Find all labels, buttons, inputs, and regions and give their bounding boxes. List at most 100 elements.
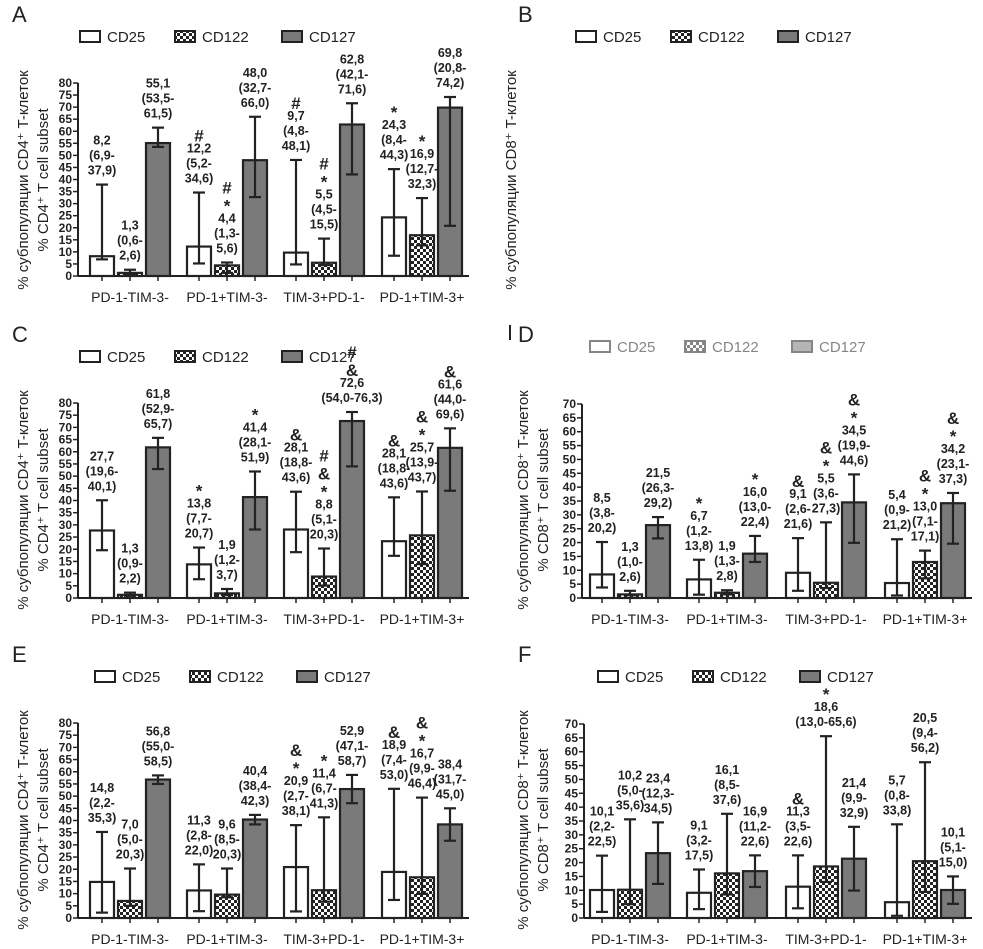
data-label: 1,3 xyxy=(121,542,138,556)
data-label: 10,1 xyxy=(590,805,614,819)
data-label: 56,8 xyxy=(146,724,170,738)
data-label: 20,3) xyxy=(116,848,145,862)
data-label: (19,9- xyxy=(838,438,871,452)
y-tick-label: 5 xyxy=(65,579,72,593)
data-label: 20,7) xyxy=(185,527,214,541)
y-tick-label: 45 xyxy=(59,801,73,815)
y-tick-label: 0 xyxy=(65,911,72,925)
data-label: 5,6) xyxy=(216,241,238,255)
legend-swatch xyxy=(684,340,706,353)
x-tick-label: TIM-3+PD-1- xyxy=(283,611,365,627)
data-label: 33,8) xyxy=(883,803,912,817)
legend-swatch xyxy=(589,340,611,353)
legend-swatch xyxy=(174,30,196,43)
legend-label: CD122 xyxy=(202,29,249,46)
data-label: 5,4 xyxy=(888,488,905,502)
data-label: (9,9- xyxy=(841,791,867,805)
significance-ampersand: & xyxy=(346,361,358,380)
legend-swatch xyxy=(281,30,303,43)
y-axis-label-en: % CD4⁺ T cell subset xyxy=(35,748,52,892)
data-label: 48,1) xyxy=(282,139,311,153)
panel-letter: D xyxy=(518,322,534,347)
y-tick-label: 20 xyxy=(59,862,73,876)
data-label: 72,6 xyxy=(340,376,364,390)
data-label: 38,1) xyxy=(282,804,311,818)
legend-label: CD25 xyxy=(107,349,145,366)
y-axis-label-ru: % субпопуляции CD8⁺ T-клеток xyxy=(503,70,520,290)
legend-item-cd127: CD127 xyxy=(799,669,874,686)
data-label: (9,9- xyxy=(409,762,435,776)
significance-hash: # xyxy=(319,155,329,174)
legend-swatch xyxy=(777,30,799,43)
y-tick-label: 75 xyxy=(59,728,73,742)
data-label: (5,1- xyxy=(940,840,966,854)
y-tick-label: 80 xyxy=(59,716,73,730)
legend-label: CD127 xyxy=(309,349,356,366)
y-tick-label: 40 xyxy=(59,814,73,828)
y-axis-label-en: % CD8⁺ T cell subset xyxy=(535,428,552,572)
data-label: (0,6- xyxy=(117,234,143,248)
data-label: (1,2- xyxy=(214,553,240,567)
panel-c: C CD25 CD122 CD127 % субпопуляции CD4⁺ T-кле… xyxy=(12,322,469,627)
data-label: 9,7 xyxy=(287,109,304,123)
significance-asterisk: * xyxy=(823,456,830,475)
significance-asterisk: * xyxy=(321,751,328,770)
legend-item-cd25: CD25 xyxy=(79,29,145,46)
significance-asterisk: * xyxy=(922,485,929,504)
y-tick-label: 60 xyxy=(59,124,73,138)
data-label: 7,0 xyxy=(121,818,138,832)
x-axis: PD-1-TIM-3- PD-1+TIM-3- TIM-3+PD-1- PD-1+TI… xyxy=(582,597,972,627)
legend-label: CD25 xyxy=(122,669,160,686)
data-label: (3,2- xyxy=(686,834,712,848)
legend: CD25 CD122 CD127 xyxy=(589,339,866,356)
data-label: 5,7 xyxy=(888,773,905,787)
data-label: (28,1- xyxy=(239,435,272,449)
data-label: 71,6) xyxy=(338,82,367,96)
data-label: (8,5- xyxy=(714,778,740,792)
data-label: 13,8) xyxy=(685,539,714,553)
data-label: 58,5) xyxy=(144,754,173,768)
data-label: 23,4 xyxy=(646,771,670,785)
x-axis: PD-1-TIM-3- PD-1+TIM-3- TIM-3+PD-1- PD-1+TI… xyxy=(584,917,972,947)
y-tick-label: 10 xyxy=(59,245,73,259)
data-label: 8,5 xyxy=(593,491,610,505)
data-label: (13,9- xyxy=(406,455,439,469)
y-tick-label: 35 xyxy=(59,506,73,520)
data-label: 15,5) xyxy=(310,218,339,232)
data-label: 25,7 xyxy=(410,440,434,454)
data-label: (3,6- xyxy=(813,486,839,500)
x-tick-label: PD-1-TIM-3- xyxy=(91,931,169,947)
data-label: 16,7 xyxy=(410,747,434,761)
legend-swatch xyxy=(79,30,101,43)
legend-label: CD127 xyxy=(827,669,874,686)
legend-swatch xyxy=(791,340,813,353)
data-label: 10,2 xyxy=(618,768,642,782)
significance-asterisk: * xyxy=(823,685,830,704)
legend-label: CD122 xyxy=(720,669,767,686)
data-label: 40,4 xyxy=(243,764,267,778)
x-tick-label: PD-1+TIM-3- xyxy=(186,611,268,627)
significance-hash: # xyxy=(319,447,329,466)
y-axis-label: % субпопуляции CD4⁺ T-клеток% CD4⁺ T cel… xyxy=(15,710,52,930)
significance-ampersand: & xyxy=(290,741,302,760)
y-tick-label: 30 xyxy=(59,518,73,532)
data-label: 5,5 xyxy=(315,188,332,202)
data-label: 14,8 xyxy=(90,781,114,795)
data-label: (2,7- xyxy=(283,789,309,803)
y-tick-label: 25 xyxy=(59,850,73,864)
y-tick-label: 70 xyxy=(565,717,579,731)
data-label: (52,9- xyxy=(142,402,175,416)
data-label: (2,6- xyxy=(785,502,811,516)
data-label: 22,6) xyxy=(784,834,813,848)
data-label: 21,2) xyxy=(883,518,912,532)
data-label: 58,7) xyxy=(338,754,367,768)
data-label: 27,3) xyxy=(812,501,841,515)
data-label: 37,6) xyxy=(713,793,742,807)
y-tick-label: 40 xyxy=(563,480,577,494)
data-label: 11,3 xyxy=(187,813,211,827)
panel-letter: E xyxy=(12,642,27,667)
y-tick-label: 40 xyxy=(59,173,73,187)
bar-cd127 xyxy=(741,552,769,600)
data-label: (38,4- xyxy=(239,779,272,793)
